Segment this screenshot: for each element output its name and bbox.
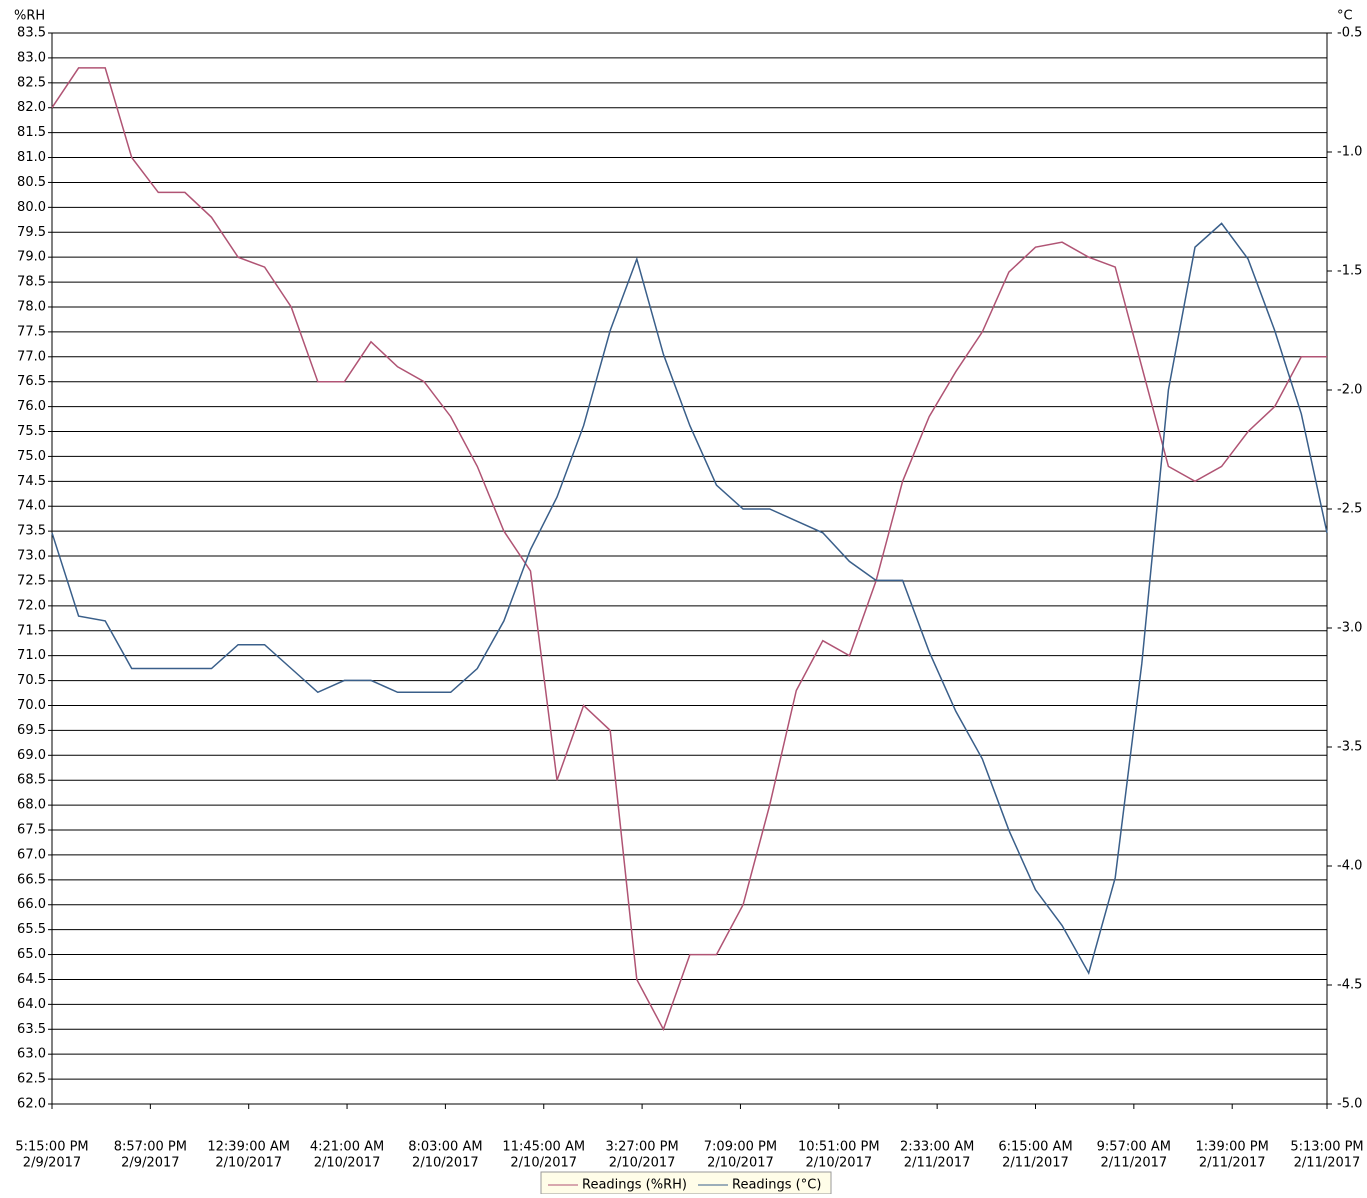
x-tick-label: 2/11/2017 xyxy=(904,1156,971,1171)
y-tick-label: 67.0 xyxy=(17,847,46,862)
y-tick-label: 62.0 xyxy=(17,1097,46,1112)
x-tick-label: 1:39:00 PM xyxy=(1196,1140,1269,1155)
y2-tick-label: -1.0 xyxy=(1337,145,1362,160)
y-tick-label: 64.5 xyxy=(17,972,46,987)
y-tick-label: 71.0 xyxy=(17,648,46,663)
x-tick-label: 3:27:00 PM xyxy=(605,1140,678,1155)
y-tick-label: 80.5 xyxy=(17,175,46,190)
y-tick-label: 78.0 xyxy=(17,299,46,314)
x-tick-label: 4:21:00 AM xyxy=(310,1140,384,1155)
x-tick-label: 2/9/2017 xyxy=(121,1156,179,1171)
y-tick-label: 77.5 xyxy=(17,324,46,339)
x-tick-label: 5:15:00 PM xyxy=(15,1140,88,1155)
y2-tick-label: -0.5 xyxy=(1337,26,1362,41)
y-tick-label: 78.5 xyxy=(17,275,46,290)
x-tick-label: 2/11/2017 xyxy=(1294,1156,1361,1171)
y-tick-label: 72.5 xyxy=(17,573,46,588)
y-tick-label: 70.5 xyxy=(17,673,46,688)
x-tick-label: 6:15:00 AM xyxy=(998,1140,1072,1155)
x-tick-label: 8:03:00 AM xyxy=(408,1140,482,1155)
y2-tick-label: -5.0 xyxy=(1337,1097,1362,1112)
x-tick-label: 2/11/2017 xyxy=(1101,1156,1168,1171)
x-tick-label: 2/10/2017 xyxy=(215,1156,282,1171)
y-tick-label: 72.0 xyxy=(17,598,46,613)
y2-tick-label: -4.0 xyxy=(1337,859,1362,874)
y2-tick-label: -3.5 xyxy=(1337,740,1362,755)
x-tick-label: 12:39:00 AM xyxy=(207,1140,290,1155)
y-tick-label: 74.0 xyxy=(17,499,46,514)
y-tick-label: 80.0 xyxy=(17,200,46,215)
x-tick-label: 9:57:00 AM xyxy=(1097,1140,1171,1155)
y-axis-label: %RH xyxy=(14,9,45,24)
y-tick-label: 68.0 xyxy=(17,798,46,813)
y2-tick-label: -2.5 xyxy=(1337,502,1362,517)
y2-tick-label: -3.0 xyxy=(1337,621,1362,636)
y-tick-label: 76.5 xyxy=(17,374,46,389)
y-tick-label: 64.0 xyxy=(17,997,46,1012)
y-tick-label: 79.5 xyxy=(17,225,46,240)
x-tick-label: 2/10/2017 xyxy=(510,1156,577,1171)
x-tick-label: 2/10/2017 xyxy=(412,1156,479,1171)
y-tick-label: 74.5 xyxy=(17,474,46,489)
y-tick-label: 81.5 xyxy=(17,125,46,140)
y-tick-label: 63.5 xyxy=(17,1022,46,1037)
x-tick-label: 7:09:00 PM xyxy=(704,1140,777,1155)
y-tick-label: 63.0 xyxy=(17,1047,46,1062)
x-tick-label: 11:45:00 AM xyxy=(502,1140,585,1155)
x-tick-label: 2/10/2017 xyxy=(805,1156,872,1171)
y-tick-label: 66.5 xyxy=(17,872,46,887)
x-tick-label: 2:33:00 AM xyxy=(900,1140,974,1155)
y-tick-label: 69.5 xyxy=(17,723,46,738)
y-tick-label: 82.5 xyxy=(17,75,46,90)
y-tick-label: 79.0 xyxy=(17,250,46,265)
y-tick-label: 82.0 xyxy=(17,100,46,115)
y-tick-label: 65.5 xyxy=(17,922,46,937)
y-tick-label: 73.5 xyxy=(17,524,46,539)
y-tick-label: 62.5 xyxy=(17,1072,46,1087)
x-tick-label: 2/10/2017 xyxy=(707,1156,774,1171)
y-tick-label: 77.0 xyxy=(17,349,46,364)
y-tick-label: 73.0 xyxy=(17,549,46,564)
y-tick-label: 75.0 xyxy=(17,449,46,464)
x-tick-label: 10:51:00 PM xyxy=(798,1140,880,1155)
y-tick-label: 67.5 xyxy=(17,823,46,838)
x-tick-label: 2/11/2017 xyxy=(1199,1156,1266,1171)
x-tick-label: 2/9/2017 xyxy=(23,1156,81,1171)
series-line xyxy=(51,222,1328,976)
y-tick-label: 69.0 xyxy=(17,748,46,763)
y-tick-label: 68.5 xyxy=(17,773,46,788)
x-tick-label: 5:13:00 PM xyxy=(1290,1140,1363,1155)
y-tick-label: 71.5 xyxy=(17,623,46,638)
y-tick-label: 76.0 xyxy=(17,399,46,414)
y-tick-label: 66.0 xyxy=(17,897,46,912)
y2-tick-label: -1.5 xyxy=(1337,264,1362,279)
y-tick-label: 81.0 xyxy=(17,150,46,165)
y-tick-label: 75.5 xyxy=(17,424,46,439)
y2-tick-label: -2.0 xyxy=(1337,383,1362,398)
x-tick-label: 8:57:00 PM xyxy=(114,1140,187,1155)
y-tick-label: 83.5 xyxy=(17,26,46,41)
y2-tick-label: -4.5 xyxy=(1337,978,1362,993)
y-tick-label: 83.0 xyxy=(17,50,46,65)
x-tick-label: 2/11/2017 xyxy=(1002,1156,1069,1171)
series-line xyxy=(51,67,1327,1032)
y-tick-label: 65.0 xyxy=(17,947,46,962)
x-tick-label: 2/10/2017 xyxy=(314,1156,381,1171)
y-tick-label: 70.0 xyxy=(17,698,46,713)
legend-label: Readings (°C) xyxy=(732,1178,821,1193)
x-tick-label: 2/10/2017 xyxy=(609,1156,676,1171)
y2-axis-label: °C xyxy=(1337,9,1353,24)
legend-label: Readings (%RH) xyxy=(582,1178,687,1193)
